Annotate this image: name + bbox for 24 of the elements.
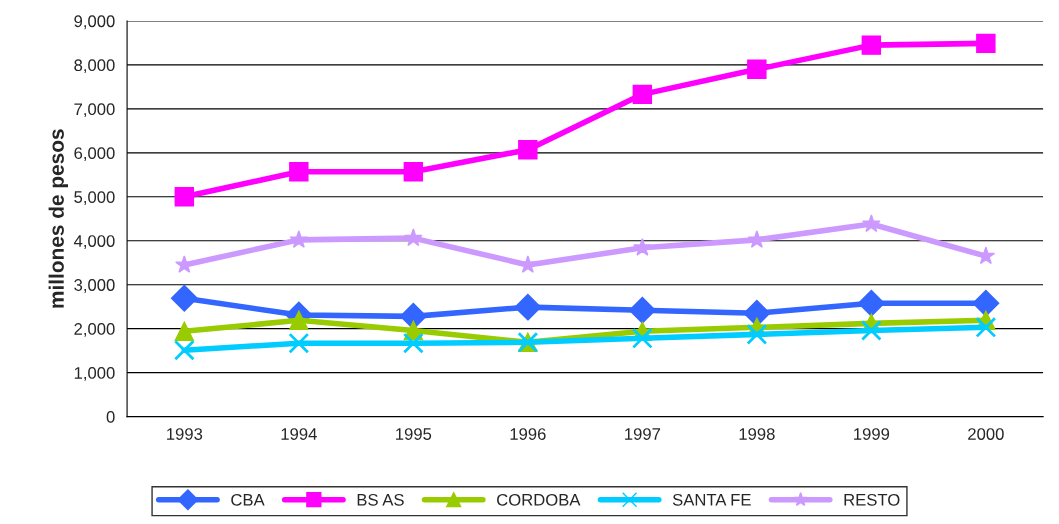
legend-label: RESTO (844, 493, 900, 506)
y-axis-title: millones de pesos (48, 129, 69, 308)
legend-label: SANTA FE (672, 493, 751, 506)
x-tick-label: 1994 (281, 428, 317, 440)
y-tick-label: 6,000 (74, 147, 115, 162)
y-tick-label: 2,000 (74, 323, 115, 337)
x-tick-label: 2000 (968, 428, 1004, 440)
y-tick-label: 4,000 (73, 235, 115, 249)
y-tick-label: 9,000 (74, 15, 115, 30)
y-tick-label: 0 (106, 410, 115, 423)
y-tick-label: 8,000 (74, 59, 115, 74)
x-tick-label: 1999 (854, 428, 890, 440)
x-tick-label: 1993 (167, 428, 203, 440)
legend-label: CBA (231, 493, 265, 506)
y-tick-label: 7,000 (74, 103, 115, 118)
y-tick-label: 1,000 (74, 367, 115, 381)
x-tick-label: 1998 (739, 428, 775, 440)
y-tick-label: 3,000 (74, 279, 115, 293)
legend-label: BS AS (357, 493, 404, 506)
legend-label: CORDOBA (497, 493, 581, 506)
y-tick-label: 5,000 (74, 191, 115, 205)
x-tick-label: 1996 (510, 428, 546, 440)
x-tick-label: 1997 (625, 428, 661, 440)
x-tick-label: 1995 (396, 428, 432, 440)
